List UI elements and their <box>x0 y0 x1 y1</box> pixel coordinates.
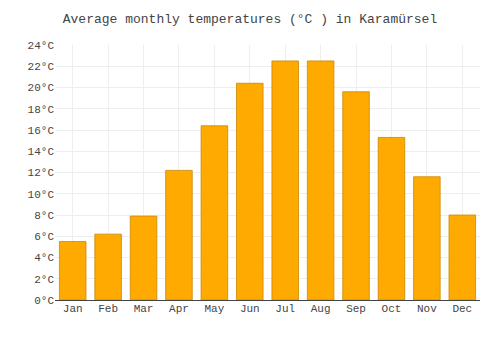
svg-text:18°C: 18°C <box>28 104 55 116</box>
svg-text:Average monthly temperatures (: Average monthly temperatures (°C ) in Ka… <box>63 12 438 27</box>
svg-text:Nov: Nov <box>417 303 437 315</box>
svg-text:8°C: 8°C <box>34 210 54 222</box>
svg-text:22°C: 22°C <box>28 61 55 73</box>
svg-text:Mar: Mar <box>134 303 154 315</box>
svg-text:Jun: Jun <box>240 303 260 315</box>
svg-text:May: May <box>204 303 224 315</box>
svg-text:2°C: 2°C <box>34 274 54 286</box>
svg-text:12°C: 12°C <box>28 167 55 179</box>
svg-text:10°C: 10°C <box>28 189 55 201</box>
svg-text:14°C: 14°C <box>28 146 55 158</box>
svg-text:24°C: 24°C <box>28 40 55 52</box>
svg-text:4°C: 4°C <box>34 252 54 264</box>
svg-text:Oct: Oct <box>382 303 402 315</box>
svg-text:Sep: Sep <box>346 303 366 315</box>
svg-text:Aug: Aug <box>311 303 331 315</box>
svg-text:6°C: 6°C <box>34 231 54 243</box>
svg-text:20°C: 20°C <box>28 82 55 94</box>
svg-text:0°C: 0°C <box>34 295 54 307</box>
svg-text:16°C: 16°C <box>28 125 55 137</box>
svg-text:Jan: Jan <box>63 303 83 315</box>
svg-text:Apr: Apr <box>169 303 189 315</box>
svg-text:Dec: Dec <box>452 303 472 315</box>
svg-text:Jul: Jul <box>275 303 295 315</box>
svg-text:Feb: Feb <box>98 303 118 315</box>
